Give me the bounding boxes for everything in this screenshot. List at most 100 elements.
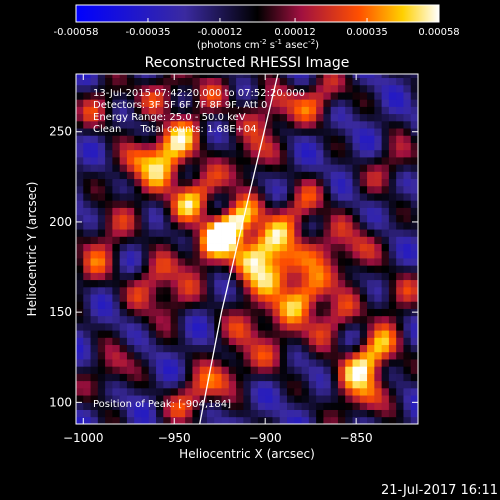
heatmap-cell	[337, 344, 346, 353]
heatmap-cell	[192, 286, 201, 295]
heatmap-cell	[265, 265, 273, 273]
heatmap-cell	[265, 156, 273, 165]
heatmap-cell	[308, 294, 317, 302]
heatmap-cell	[199, 366, 208, 374]
heatmap-cell	[323, 207, 332, 216]
heatmap-cell	[134, 221, 142, 230]
heatmap-cell	[308, 387, 317, 396]
heatmap-cell	[177, 409, 186, 418]
heatmap-cell	[156, 178, 164, 187]
heatmap-cell	[287, 387, 295, 396]
heatmap-cell	[170, 178, 179, 187]
heatmap-cell	[352, 120, 361, 129]
heatmap-cell	[345, 229, 353, 237]
heatmap-cell	[192, 265, 201, 273]
heatmap-cell	[228, 265, 237, 273]
heatmap-cell	[105, 387, 113, 396]
heatmap-cell	[134, 178, 142, 187]
heatmap-cell	[359, 286, 368, 295]
heatmap-cell	[388, 402, 397, 410]
heatmap-cell	[134, 294, 142, 302]
heatmap-cell	[367, 221, 375, 230]
heatmap-cell	[156, 229, 164, 237]
heatmap-cell	[163, 77, 171, 86]
heatmap-cell	[228, 84, 237, 93]
heatmap-cell	[170, 229, 179, 237]
heatmap-cell	[221, 164, 230, 172]
heatmap-cell	[76, 351, 84, 360]
heatmap-cell	[163, 221, 171, 230]
heatmap-cell	[170, 286, 179, 295]
heatmap-cell	[119, 322, 128, 331]
heatmap-cell	[221, 416, 230, 424]
heatmap-cell	[396, 185, 404, 194]
heatmap-cell	[199, 178, 208, 187]
heatmap-cell	[134, 279, 142, 288]
heatmap-cell	[367, 258, 375, 266]
heatmap-cell	[323, 258, 332, 266]
heatmap-cell	[76, 373, 84, 382]
heatmap-cell	[257, 279, 266, 288]
heatmap-cell	[156, 106, 164, 115]
heatmap-cell	[148, 128, 157, 136]
heatmap-cell	[192, 84, 201, 93]
heatmap-cell	[177, 366, 186, 374]
heatmap-cell	[76, 142, 84, 151]
heatmap-cell	[396, 250, 404, 259]
heatmap-cell	[221, 185, 230, 194]
heatmap-cell	[76, 106, 84, 115]
heatmap-cell	[236, 366, 244, 374]
heatmap-cell	[170, 200, 179, 208]
heatmap-cell	[352, 229, 361, 237]
heatmap-cell	[279, 120, 288, 129]
heatmap-cell	[359, 395, 368, 403]
heatmap-cell	[199, 106, 208, 115]
heatmap-cell	[148, 395, 157, 403]
heatmap-cell	[374, 330, 383, 338]
heatmap-cell	[367, 113, 375, 122]
heatmap-cell	[112, 135, 121, 143]
heatmap-cell	[294, 402, 302, 410]
heatmap-cell	[90, 128, 99, 136]
heatmap-cell	[388, 120, 397, 129]
heatmap-cell	[301, 315, 310, 324]
heatmap-cell	[345, 135, 353, 143]
heatmap-cell	[345, 120, 353, 129]
heatmap-cell	[374, 294, 383, 302]
heatmap-cell	[345, 142, 353, 151]
heatmap-cell	[403, 322, 412, 331]
heatmap-cell	[279, 221, 288, 230]
heatmap-cell	[287, 409, 295, 418]
heatmap-cell	[206, 272, 215, 281]
heatmap-cell	[381, 178, 390, 187]
heatmap-cell	[316, 106, 324, 115]
heatmap-cell	[112, 185, 121, 194]
colorbar-tick-label: 0.00012	[274, 27, 315, 38]
heatmap-cell	[112, 322, 121, 331]
heatmap-cell	[352, 84, 361, 93]
heatmap-cell	[163, 301, 171, 309]
heatmap-cell	[250, 243, 259, 252]
heatmap-cell	[265, 84, 273, 93]
heatmap-cell	[250, 301, 259, 309]
heatmap-cell	[236, 351, 244, 360]
heatmap-cell	[105, 171, 113, 180]
heatmap-cell	[272, 128, 281, 136]
heatmap-cell	[76, 135, 84, 143]
heatmap-cell	[396, 344, 404, 353]
heatmap-cell	[206, 294, 215, 302]
heatmap-cell	[388, 207, 397, 216]
heatmap-cell	[279, 99, 288, 107]
heatmap-cell	[337, 294, 346, 302]
heatmap-cell	[250, 135, 259, 143]
heatmap-cell	[119, 128, 128, 136]
heatmap-cell	[214, 207, 222, 216]
heatmap-cell	[141, 120, 150, 129]
heatmap-cell	[206, 128, 215, 136]
heatmap-cell	[221, 250, 230, 259]
heatmap-cell	[76, 286, 84, 295]
heatmap-cell	[279, 250, 288, 259]
heatmap-cell	[206, 308, 215, 317]
heatmap-cell	[141, 149, 150, 158]
heatmap-cell	[90, 84, 99, 93]
